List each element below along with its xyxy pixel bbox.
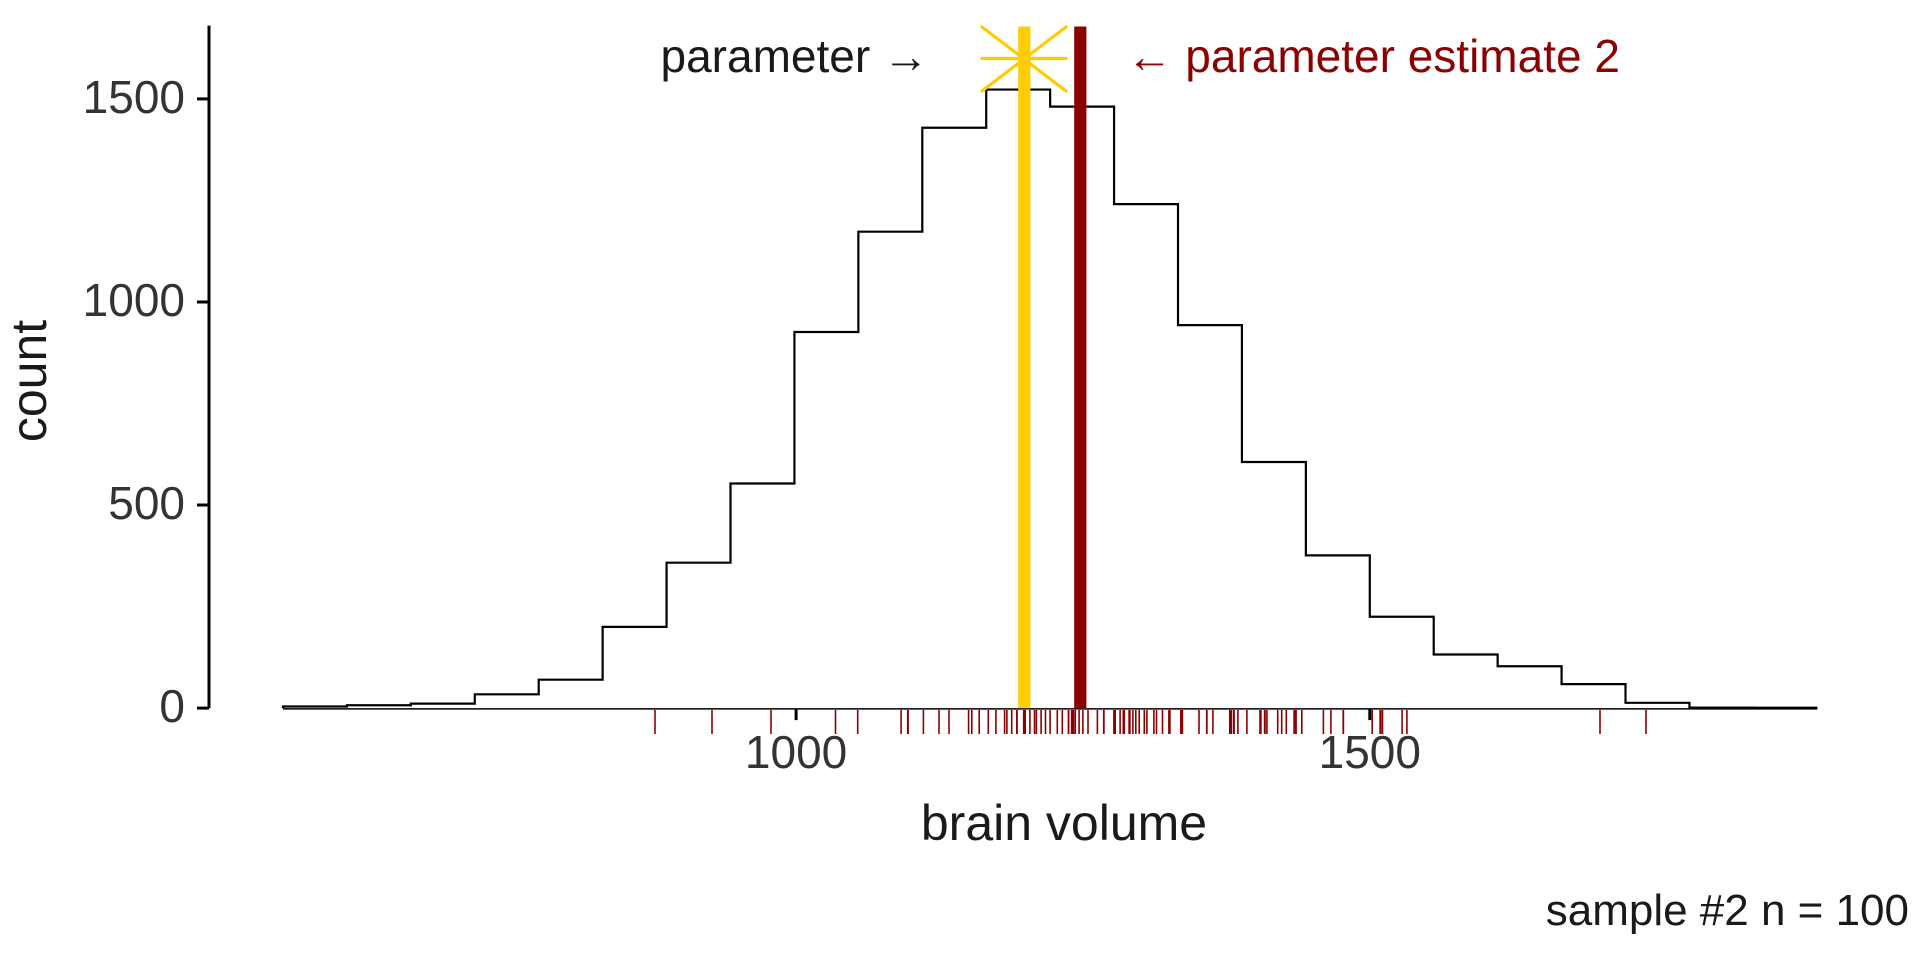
svg-text:sample #2 n = 100: sample #2 n = 100 [1546,886,1909,935]
svg-text:0: 0 [159,680,185,732]
svg-text:count: count [1,320,57,442]
svg-text:brain volume: brain volume [921,795,1207,851]
svg-text:parameter →: parameter → [661,30,929,82]
svg-text:500: 500 [108,477,185,529]
svg-text:1000: 1000 [83,274,185,326]
svg-text:← parameter estimate 2: ← parameter estimate 2 [1127,30,1620,82]
svg-text:1500: 1500 [83,71,185,123]
svg-text:1000: 1000 [745,726,847,778]
svg-text:1500: 1500 [1319,726,1421,778]
